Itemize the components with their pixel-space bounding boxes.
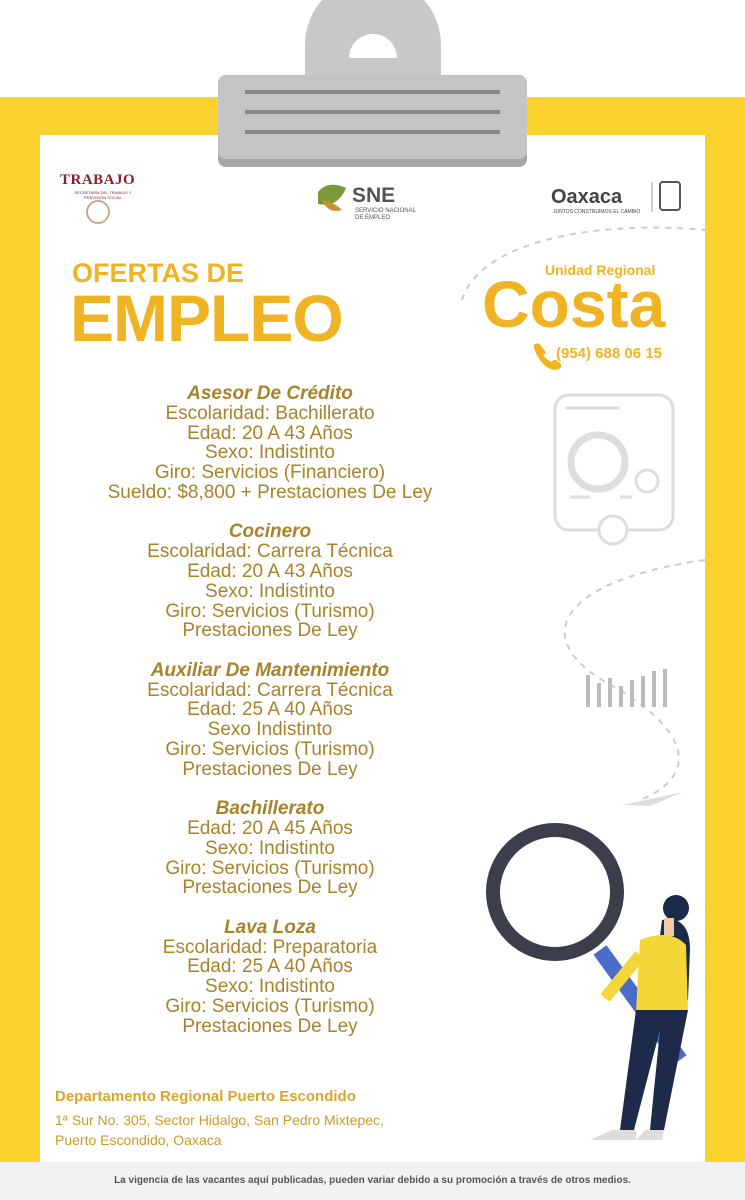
footer-strip — [0, 1162, 745, 1200]
job-block: Lava Loza Escolaridad: Preparatoria Edad: … — [70, 916, 470, 1037]
job-detail: Escolaridad: Bachillerato — [165, 402, 375, 424]
job-detail: Prestaciones De Ley — [182, 758, 358, 780]
sne-sub: SERVICIO NACIONAL DE EMPLEO — [355, 208, 416, 221]
phone-icon — [533, 343, 562, 370]
address-line: Puerto Escondido, Oaxaca — [55, 1132, 222, 1148]
device-icon — [553, 393, 675, 546]
job-detail: Giro: Servicios (Turismo) — [165, 995, 375, 1017]
sne-logo: SNE — [352, 184, 396, 207]
job-detail: Edad: 25 A 40 Años — [187, 956, 353, 978]
unit-label: Unidad Regional — [545, 262, 656, 278]
department: Departamento Regional Puerto Escondido — [55, 1088, 356, 1105]
paper — [40, 135, 705, 1162]
job-title: Lava Loza — [224, 916, 316, 938]
title-big: EMPLEO — [70, 281, 344, 355]
trabajo-logo: TRABAJO — [60, 172, 136, 188]
job-detail: Edad: 20 A 45 Años — [187, 817, 353, 839]
job-detail: Sueldo: $8,800 + Prestaciones De Ley — [107, 481, 433, 503]
unit-name: Costa — [482, 267, 666, 341]
job-detail: Giro: Servicios (Turismo) — [165, 857, 375, 879]
job-detail: Edad: 20 A 43 Años — [187, 560, 353, 582]
job-detail: Giro: Servicios (Turismo) — [165, 600, 375, 622]
job-detail: Sexo: Indistinto — [205, 837, 335, 859]
job-detail: Giro: Servicios (Turismo) — [165, 738, 375, 760]
job-detail: Edad: 25 A 40 Años — [187, 699, 353, 721]
title-small: OFERTAS DE — [72, 258, 245, 288]
job-block: Asesor De Crédito Escolaridad: Bachillera… — [70, 384, 470, 503]
clipboard-clip — [218, 0, 527, 167]
job-block: Bachillerato Edad: 20 A 45 Años Sexo: Indi… — [70, 799, 470, 898]
phone: (954) 688 06 15 — [556, 345, 662, 362]
job-detail: Edad: 20 A 43 Años — [187, 422, 353, 444]
address: 1ª Sur No. 305, Sector Hidalgo, San Pedr… — [55, 1110, 384, 1150]
job-detail: Giro: Servicios (Financiero) — [154, 462, 386, 484]
dashed-curve — [563, 559, 706, 801]
dashed-curve — [461, 226, 706, 301]
job-title: Bachillerato — [215, 798, 325, 820]
magnifier-illustration — [486, 823, 690, 1140]
job-detail: Escolaridad: Carrera Técnica — [147, 541, 393, 563]
job-detail: Escolaridad: Preparatoria — [162, 936, 378, 958]
oaxaca-logo: Oaxaca — [551, 186, 623, 208]
job-block: Auxiliar De Mantenimiento Escolaridad: Ca… — [70, 659, 470, 780]
bar-icon — [586, 669, 667, 707]
job-block: Cocinero Escolaridad: Carrera Técnica Edad… — [70, 522, 470, 641]
job-detail: Escolaridad: Carrera Técnica — [147, 679, 393, 701]
logo-marks — [86, 181, 681, 224]
paper-plane — [622, 792, 683, 806]
job-detail: Sexo: Indistinto — [205, 442, 335, 464]
job-detail: Prestaciones De Ley — [182, 877, 358, 899]
disclaimer: La vigencia de las vacantes aquí publica… — [114, 1175, 631, 1186]
job-detail: Sexo: Indistinto — [205, 580, 335, 602]
job-detail: Prestaciones De Ley — [182, 620, 358, 642]
job-detail: Sexo: Indistinto — [205, 976, 335, 998]
job-detail: Prestaciones De Ley — [182, 1015, 358, 1037]
job-title: Auxiliar De Mantenimiento — [150, 659, 390, 681]
trabajo-sub: SECRETARÍA DEL TRABAJO Y PREVISIÓN SOCIA… — [74, 190, 132, 200]
job-title: Cocinero — [228, 521, 312, 543]
job-list: Asesor De Crédito Escolaridad: Bachillera… — [70, 384, 470, 1056]
job-detail: Sexo Indistinto — [207, 719, 333, 741]
job-title: Asesor De Crédito — [187, 383, 353, 404]
address-line: 1ª Sur No. 305, Sector Hidalgo, San Pedr… — [55, 1112, 384, 1128]
oaxaca-sub: JUNTOS CONSTRUIMOS EL CAMBIO — [553, 209, 641, 215]
